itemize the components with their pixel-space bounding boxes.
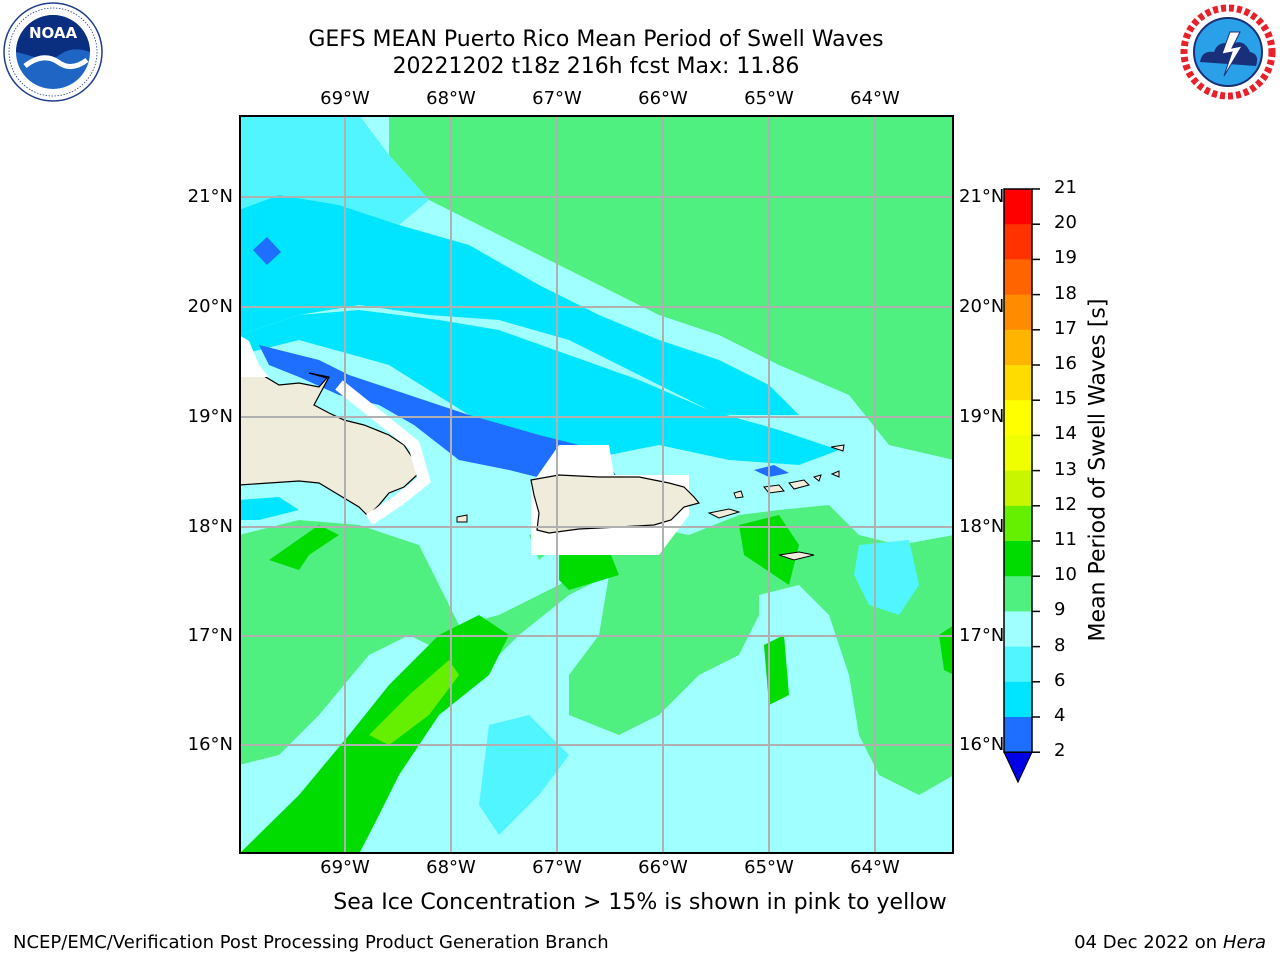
colorbar-tick-label: 16: [1054, 353, 1077, 374]
chart-subtitle: 20221202 t18z 216h fcst Max: 11.86: [392, 54, 800, 79]
land-anegada: [830, 444, 845, 452]
colorbar-tick-label: 9: [1054, 599, 1066, 621]
colorbar-tick-label: 12: [1054, 493, 1077, 515]
colorbar-swatch: [1004, 646, 1032, 683]
colorbar-tick-label: 21: [1054, 177, 1077, 198]
colorbar-tick-label: 6: [1054, 669, 1066, 691]
lon-label-top: 64°W: [850, 88, 900, 109]
lon-label-bottom: 69°W: [320, 857, 370, 878]
footer-machine: Hera: [1222, 932, 1266, 953]
colorbar-swatch: [1004, 259, 1032, 296]
field-11s-patch-d: [764, 635, 789, 705]
colorbar-swatch: [1004, 400, 1032, 436]
colorbar-swatch: [1004, 435, 1032, 472]
noaa-logo-icon: NOAA: [3, 2, 103, 102]
sea-ice-note: Sea Ice Concentration > 15% is shown in …: [333, 890, 947, 915]
field-11s-patch-a: [269, 525, 339, 570]
lon-label-top: 68°W: [426, 88, 476, 109]
colorbar-swatch: [1004, 189, 1032, 225]
colorbar-swatch: [1004, 329, 1032, 366]
field-4s-spot: [253, 237, 281, 265]
land-virgin-islands-3: [812, 474, 822, 482]
nws-logo-icon: [1179, 3, 1277, 101]
lon-label-bottom: 67°W: [532, 857, 582, 878]
lat-label-right: 19°N: [959, 406, 1005, 427]
land-hispaniola: [239, 344, 418, 518]
lat-label-right: 18°N: [959, 516, 1005, 537]
footer-date-text: 04 Dec 2022 on: [1074, 932, 1218, 953]
colorbar-tick-label: 20: [1054, 212, 1077, 234]
field-11s-patch-e: [939, 625, 954, 675]
lat-label-left: 19°N: [187, 406, 233, 427]
land-st-croix: [778, 551, 815, 561]
colorbar-tick-label: 13: [1054, 458, 1077, 480]
colorbar-swatch: [1004, 224, 1032, 260]
colorbar-tick-label: 10: [1054, 564, 1077, 586]
colorbar-tick-label: 8: [1054, 634, 1066, 656]
field-10s-north: [389, 115, 954, 460]
colorbar: [1003, 188, 1040, 784]
colorbar-tick-label: 15: [1054, 388, 1077, 410]
field-6s-northwest: [239, 195, 799, 415]
map-frame: [239, 115, 954, 854]
colorbar-tick-label: 14: [1054, 423, 1077, 445]
field-12s-south: [369, 660, 459, 745]
lat-label-left: 20°N: [187, 296, 233, 317]
land-puerto-rico: [530, 474, 701, 534]
colorbar-swatch: [1004, 681, 1032, 718]
lon-label-bottom: 65°W: [744, 857, 794, 878]
land-mona-island: [456, 514, 468, 523]
colorbar-swatch: [1004, 365, 1032, 401]
land-virgin-islands-2: [788, 479, 810, 490]
field-4s-channel: [259, 345, 619, 485]
colorbar-swatch: [1004, 294, 1032, 331]
lat-label-left: 17°N: [187, 625, 233, 646]
lon-label-bottom: 64°W: [850, 857, 900, 878]
lat-label-right: 17°N: [959, 625, 1005, 646]
field-6s-channel: [239, 310, 839, 465]
noaa-logo-text: NOAA: [29, 24, 78, 42]
colorbar-swatch: [1004, 470, 1032, 507]
colorbar-extension: [1003, 751, 1033, 784]
colorbar-swatch: [1004, 576, 1032, 612]
colorbar-tick-label: 19: [1054, 247, 1077, 269]
lon-label-top: 66°W: [638, 88, 688, 109]
field-11s-patch-b: [559, 550, 619, 590]
colorbar-tick-label: 2: [1054, 740, 1066, 762]
lat-label-right: 21°N: [959, 186, 1005, 207]
graticule: [239, 115, 954, 854]
footer-date: 04 Dec 2022 on Hera: [1074, 932, 1266, 953]
lat-label-left: 21°N: [187, 186, 233, 207]
field-4s-small: [754, 465, 789, 477]
colorbar-tick-label: 17: [1054, 317, 1077, 339]
lon-label-top: 65°W: [744, 88, 794, 109]
land-mask-hispaniola: [239, 335, 269, 377]
land-culebra: [733, 490, 744, 499]
colorbar-tick-label: 18: [1054, 282, 1077, 304]
chart-title: GEFS MEAN Puerto Rico Mean Period of Swe…: [308, 27, 884, 52]
swell-period-map: [239, 115, 954, 854]
lon-label-bottom: 68°W: [426, 857, 476, 878]
land-islet: [830, 470, 840, 478]
field-6s-west: [239, 497, 299, 520]
lon-label-bottom: 66°W: [638, 857, 688, 878]
field-8s-east: [854, 540, 919, 615]
land-mask-hispaniola-2: [335, 380, 431, 525]
lat-label-left: 16°N: [187, 734, 233, 755]
lon-label-top: 69°W: [320, 88, 370, 109]
colorbar-swatch: [1004, 717, 1032, 753]
colorbar-title: Mean Period of Swell Waves [s]: [1085, 298, 1111, 642]
land-vieques: [707, 508, 741, 519]
lon-label-top: 67°W: [532, 88, 582, 109]
colorbar-swatch: [1004, 541, 1032, 577]
colorbar-swatch: [1004, 611, 1032, 648]
lat-label-right: 20°N: [959, 296, 1005, 317]
footer-branch: NCEP/EMC/Verification Post Processing Pr…: [13, 932, 609, 953]
lat-label-right: 16°N: [959, 734, 1005, 755]
colorbar-swatch: [1004, 505, 1032, 542]
colorbar-tick-label: 11: [1054, 529, 1077, 550]
colorbar-tick-label: 4: [1054, 705, 1066, 726]
lat-label-left: 18°N: [187, 516, 233, 537]
